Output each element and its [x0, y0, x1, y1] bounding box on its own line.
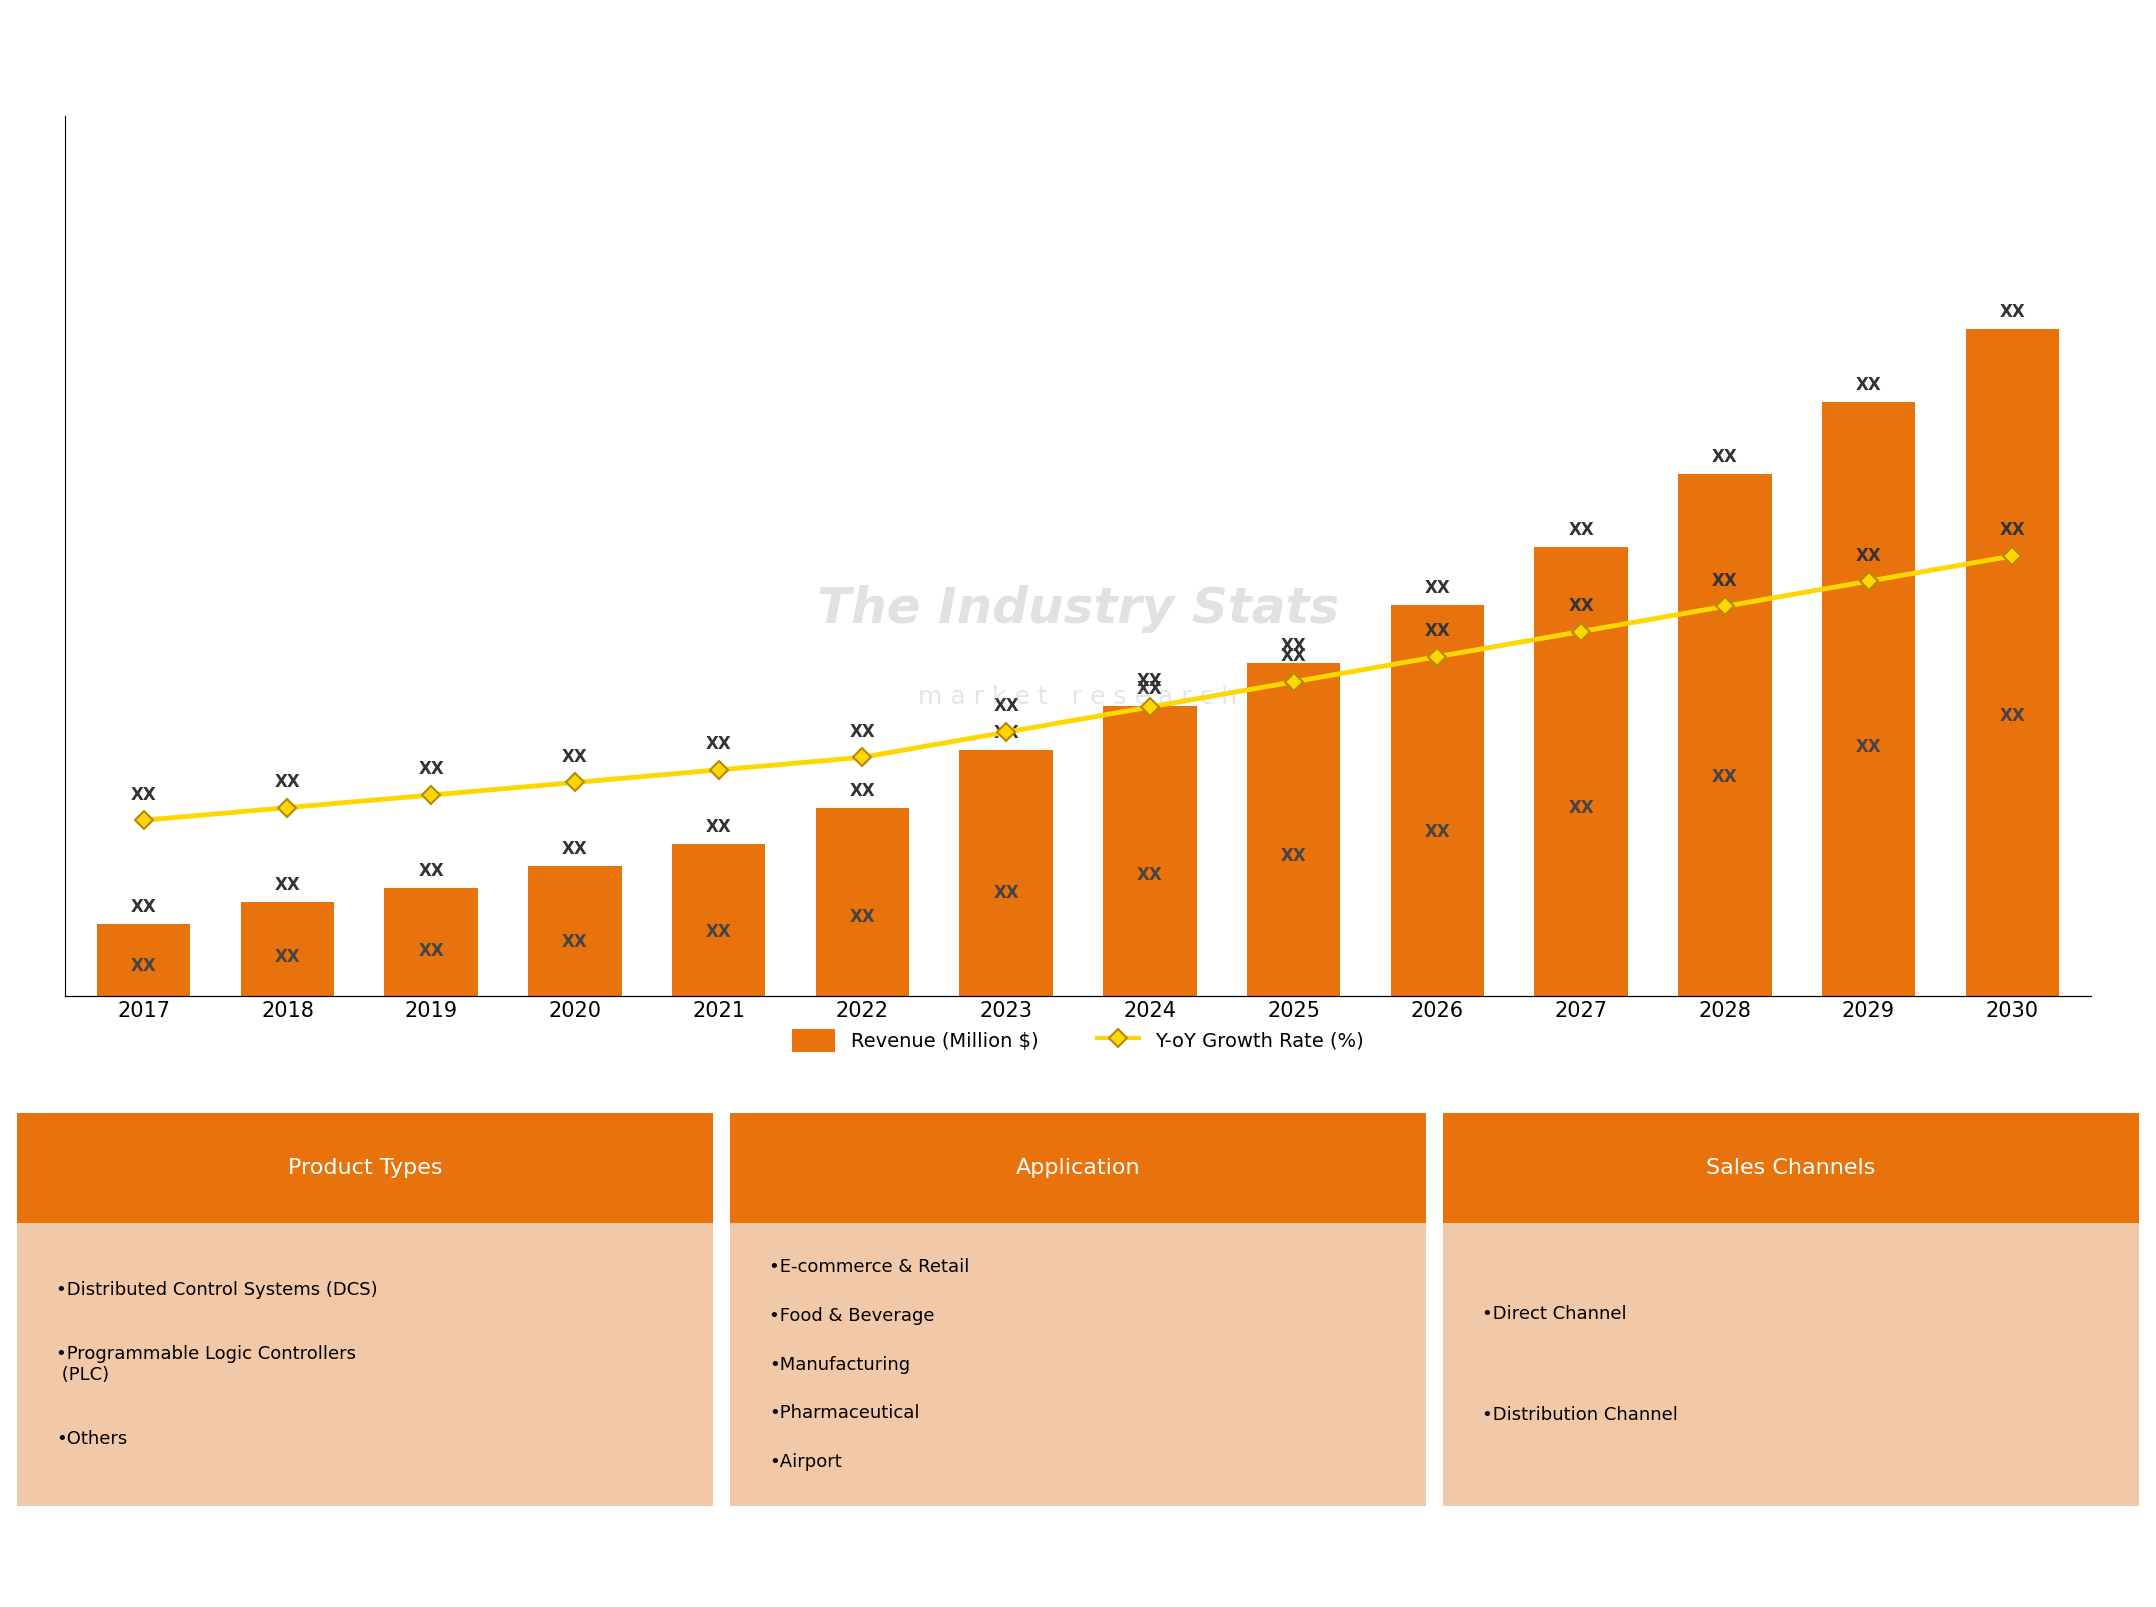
- Text: •Programmable Logic Controllers
 (PLC): •Programmable Logic Controllers (PLC): [56, 1345, 356, 1384]
- Text: Product Types: Product Types: [289, 1159, 442, 1178]
- Text: XX: XX: [1999, 521, 2024, 540]
- Text: XX: XX: [1136, 866, 1162, 884]
- Text: XX: XX: [1425, 622, 1451, 640]
- Bar: [815, 808, 910, 996]
- Text: XX: XX: [132, 956, 157, 975]
- Text: XX: XX: [994, 884, 1020, 902]
- Text: XX: XX: [705, 924, 731, 942]
- Text: XX: XX: [1999, 707, 2024, 725]
- Bar: [17, 1114, 714, 1223]
- Text: XX: XX: [1136, 680, 1162, 699]
- Text: •Airport: •Airport: [770, 1453, 841, 1470]
- Legend: Revenue (Million $), Y-oY Growth Rate (%): Revenue (Million $), Y-oY Growth Rate (%…: [785, 1020, 1371, 1061]
- Bar: [1246, 662, 1341, 996]
- Bar: [959, 750, 1052, 996]
- Text: XX: XX: [849, 723, 875, 741]
- Text: XX: XX: [705, 818, 731, 836]
- Bar: [241, 902, 334, 996]
- Text: XX: XX: [1281, 648, 1307, 665]
- Text: XX: XX: [1567, 596, 1593, 615]
- Bar: [731, 1223, 1425, 1506]
- Bar: [97, 924, 190, 996]
- Text: XX: XX: [1425, 579, 1451, 596]
- Bar: [17, 1223, 714, 1506]
- Text: XX: XX: [1999, 304, 2024, 321]
- Text: m a r k e t   r e s e a r c h: m a r k e t r e s e a r c h: [918, 685, 1238, 709]
- Text: Sales Channels: Sales Channels: [1705, 1159, 1876, 1178]
- Text: Application: Application: [1015, 1159, 1141, 1178]
- Text: XX: XX: [849, 908, 875, 926]
- Bar: [1104, 705, 1197, 996]
- Text: XX: XX: [1567, 521, 1593, 538]
- Text: •Food & Beverage: •Food & Beverage: [770, 1306, 934, 1324]
- Text: XX: XX: [1425, 823, 1451, 840]
- Bar: [731, 1114, 1425, 1223]
- Text: XX: XX: [274, 773, 300, 791]
- Text: The Industry Stats: The Industry Stats: [817, 585, 1339, 633]
- Bar: [1442, 1223, 2139, 1506]
- Text: XX: XX: [705, 736, 731, 754]
- Text: XX: XX: [418, 760, 444, 778]
- Text: XX: XX: [1136, 672, 1162, 691]
- Text: XX: XX: [1856, 738, 1882, 755]
- Text: Website: www.theindustrystats.com: Website: www.theindustrystats.com: [1766, 1554, 2134, 1572]
- Text: Source: Theindustrystats Analysis: Source: Theindustrystats Analysis: [22, 1554, 367, 1572]
- Text: XX: XX: [1712, 768, 1738, 786]
- Bar: [384, 887, 479, 996]
- Bar: [1966, 329, 2059, 996]
- Text: XX: XX: [418, 942, 444, 959]
- Text: XX: XX: [418, 861, 444, 879]
- Text: XX: XX: [1712, 448, 1738, 466]
- Text: XX: XX: [563, 932, 589, 950]
- Bar: [1822, 402, 1915, 996]
- Text: XX: XX: [994, 723, 1020, 742]
- Text: XX: XX: [1567, 799, 1593, 816]
- Bar: [673, 844, 765, 996]
- Bar: [1442, 1114, 2139, 1223]
- Text: •Pharmaceutical: •Pharmaceutical: [770, 1405, 918, 1422]
- Text: •Distribution Channel: •Distribution Channel: [1481, 1406, 1677, 1424]
- Text: XX: XX: [563, 840, 589, 858]
- Text: XX: XX: [1281, 847, 1307, 865]
- Text: XX: XX: [1856, 546, 1882, 564]
- Text: XX: XX: [1856, 376, 1882, 394]
- Text: XX: XX: [994, 697, 1020, 715]
- Text: •Direct Channel: •Direct Channel: [1481, 1305, 1626, 1323]
- Text: XX: XX: [132, 898, 157, 916]
- Text: XX: XX: [132, 786, 157, 804]
- Text: •Distributed Control Systems (DCS): •Distributed Control Systems (DCS): [56, 1281, 377, 1300]
- Bar: [1535, 546, 1628, 996]
- Text: Email: sales@theindustrystats.com: Email: sales@theindustrystats.com: [901, 1554, 1255, 1572]
- Text: •Manufacturing: •Manufacturing: [770, 1356, 910, 1374]
- Bar: [1677, 474, 1772, 996]
- Text: XX: XX: [849, 781, 875, 800]
- Bar: [528, 866, 621, 996]
- Text: XX: XX: [274, 948, 300, 966]
- Text: •E-commerce & Retail: •E-commerce & Retail: [770, 1258, 970, 1276]
- Bar: [1391, 604, 1483, 996]
- Text: XX: XX: [1281, 636, 1307, 654]
- Text: XX: XX: [1712, 572, 1738, 590]
- Text: Fig. Global Automation Control for Material Handling Market Status and Outlook: Fig. Global Automation Control for Mater…: [26, 40, 1287, 69]
- Text: XX: XX: [274, 876, 300, 893]
- Text: XX: XX: [563, 747, 589, 767]
- Text: •Others: •Others: [56, 1430, 127, 1448]
